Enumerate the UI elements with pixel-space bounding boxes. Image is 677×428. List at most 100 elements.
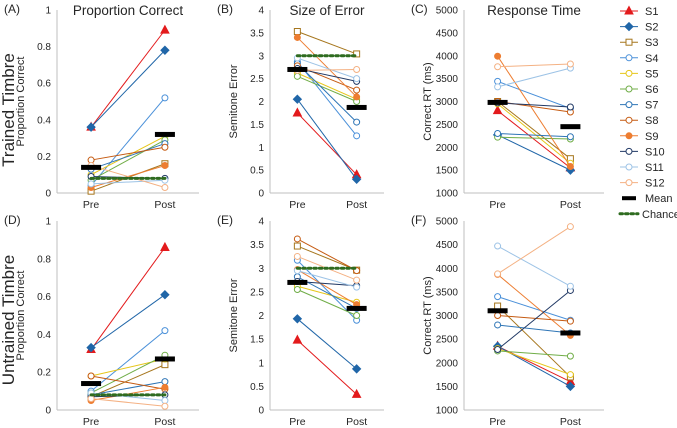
- legend-label: S6: [645, 84, 658, 96]
- legend-marker: [625, 54, 633, 62]
- legend-label: S5: [645, 68, 658, 80]
- y-tick-label: 0.5: [250, 166, 264, 177]
- data-point-post: [566, 60, 574, 68]
- data-point-pre: [292, 314, 303, 324]
- data-point-pre: [494, 63, 502, 71]
- panel-D: 0 0.2 0.4 0.6 0.8 1 Pre Post Proportion Correct (…: [4, 213, 199, 428]
- y-tick-label: 2500: [436, 120, 459, 131]
- data-point-pre: [292, 334, 303, 344]
- y-tick-label: 3: [258, 51, 264, 62]
- series-line: [497, 226, 571, 275]
- y-tick-label: 1000: [436, 189, 459, 200]
- legend-item-s3: S3: [620, 37, 658, 49]
- legend-marker: [625, 179, 633, 187]
- series-line: [297, 75, 357, 102]
- data-point-pre: [293, 28, 301, 36]
- data-point-post: [565, 381, 576, 392]
- legend-label: S4: [645, 53, 658, 65]
- series-s12: [494, 223, 574, 278]
- data-point-post: [161, 402, 169, 410]
- series-line: [497, 296, 571, 321]
- series-s6: [293, 286, 361, 319]
- y-tick-label: 3.5: [250, 240, 264, 251]
- y-tick-label: 0.8: [37, 42, 51, 53]
- data-point-pre: [87, 395, 95, 403]
- series-line: [90, 330, 166, 392]
- series-line: [90, 165, 166, 188]
- legend-label: S7: [645, 100, 658, 112]
- legend-marker: [625, 101, 633, 109]
- mean-bar-pre: [287, 279, 308, 285]
- y-tick-label: 3500: [436, 74, 459, 85]
- data-point-pre: [494, 270, 502, 278]
- y-tick-label: 4500: [436, 28, 459, 39]
- y-tick-label: 0.2: [37, 368, 51, 379]
- mean-bar-pre: [487, 308, 508, 314]
- y-tick-label: 2.5: [250, 74, 264, 85]
- series-line: [497, 315, 571, 322]
- legend-item-s7: S7: [620, 100, 658, 112]
- series-s7: [494, 130, 574, 141]
- mean-bar-post: [560, 330, 581, 336]
- legend-mean-swatch: [622, 196, 636, 201]
- panel-label: (C): [411, 2, 428, 16]
- series-s9: [494, 52, 574, 170]
- data-point-pre: [494, 302, 502, 310]
- series-line: [497, 80, 571, 109]
- series-line: [497, 110, 571, 169]
- x-tick-label-post: Post: [154, 199, 175, 211]
- legend-item-s4: S4: [620, 53, 658, 65]
- y-tick-label: 1000: [436, 406, 459, 417]
- series-line: [90, 294, 166, 349]
- series-s2: [86, 45, 170, 132]
- y-tick-label: 0.8: [37, 254, 51, 265]
- data-point-post: [566, 133, 574, 141]
- data-point-pre: [87, 180, 95, 188]
- y-tick-label: 2: [258, 97, 264, 108]
- panel-title: Response Time: [487, 3, 581, 18]
- series-line: [90, 364, 166, 398]
- legend-label: Chance: [642, 209, 677, 221]
- y-tick-label: 1500: [436, 382, 459, 393]
- series-line: [296, 112, 358, 176]
- series-line: [90, 354, 166, 394]
- data-point-post: [566, 162, 574, 170]
- y-tick-label: 0: [45, 406, 51, 417]
- series-line: [297, 245, 357, 271]
- y-tick-label: 4000: [436, 264, 459, 275]
- data-point-pre: [494, 52, 502, 60]
- mean-bar-post: [346, 305, 367, 311]
- series-line: [90, 146, 166, 161]
- y-tick-label: 0.5: [250, 382, 264, 393]
- series-line: [497, 102, 571, 108]
- y-tick-label: 0.2: [37, 152, 51, 163]
- y-tick-label: 1: [258, 358, 264, 369]
- series-s6: [494, 347, 574, 360]
- series-line: [91, 179, 165, 185]
- data-point-pre: [293, 286, 301, 294]
- mean-bar-post: [560, 124, 581, 130]
- y-tick-label: 4: [258, 217, 264, 228]
- mean-bar-post: [154, 131, 175, 137]
- legend-label: S8: [645, 115, 658, 127]
- row-title-untrained: Untrained Timbre: [0, 255, 18, 385]
- legend-item-mean: Mean: [622, 193, 673, 205]
- y-tick-label: 3500: [436, 287, 459, 298]
- series-line: [497, 63, 571, 68]
- x-tick-label-pre: Pre: [83, 199, 100, 211]
- series-s1: [292, 334, 362, 398]
- panel-title: Size of Error: [289, 3, 365, 18]
- data-point-pre: [492, 105, 503, 115]
- series-s5: [293, 282, 361, 306]
- x-tick-label-post: Post: [560, 416, 581, 428]
- series-s4: [87, 94, 169, 190]
- y-tick-label: 4000: [436, 51, 459, 62]
- x-tick-label-post: Post: [346, 416, 367, 428]
- legend-marker: [625, 85, 633, 93]
- data-point-post: [160, 290, 170, 300]
- y-tick-label: 5000: [436, 6, 459, 17]
- panel-label: (E): [217, 213, 233, 227]
- y-axis-label: Proportion Correct: [15, 271, 27, 361]
- legend-item-s2: S2: [620, 22, 658, 34]
- y-tick-label: 4: [258, 6, 264, 17]
